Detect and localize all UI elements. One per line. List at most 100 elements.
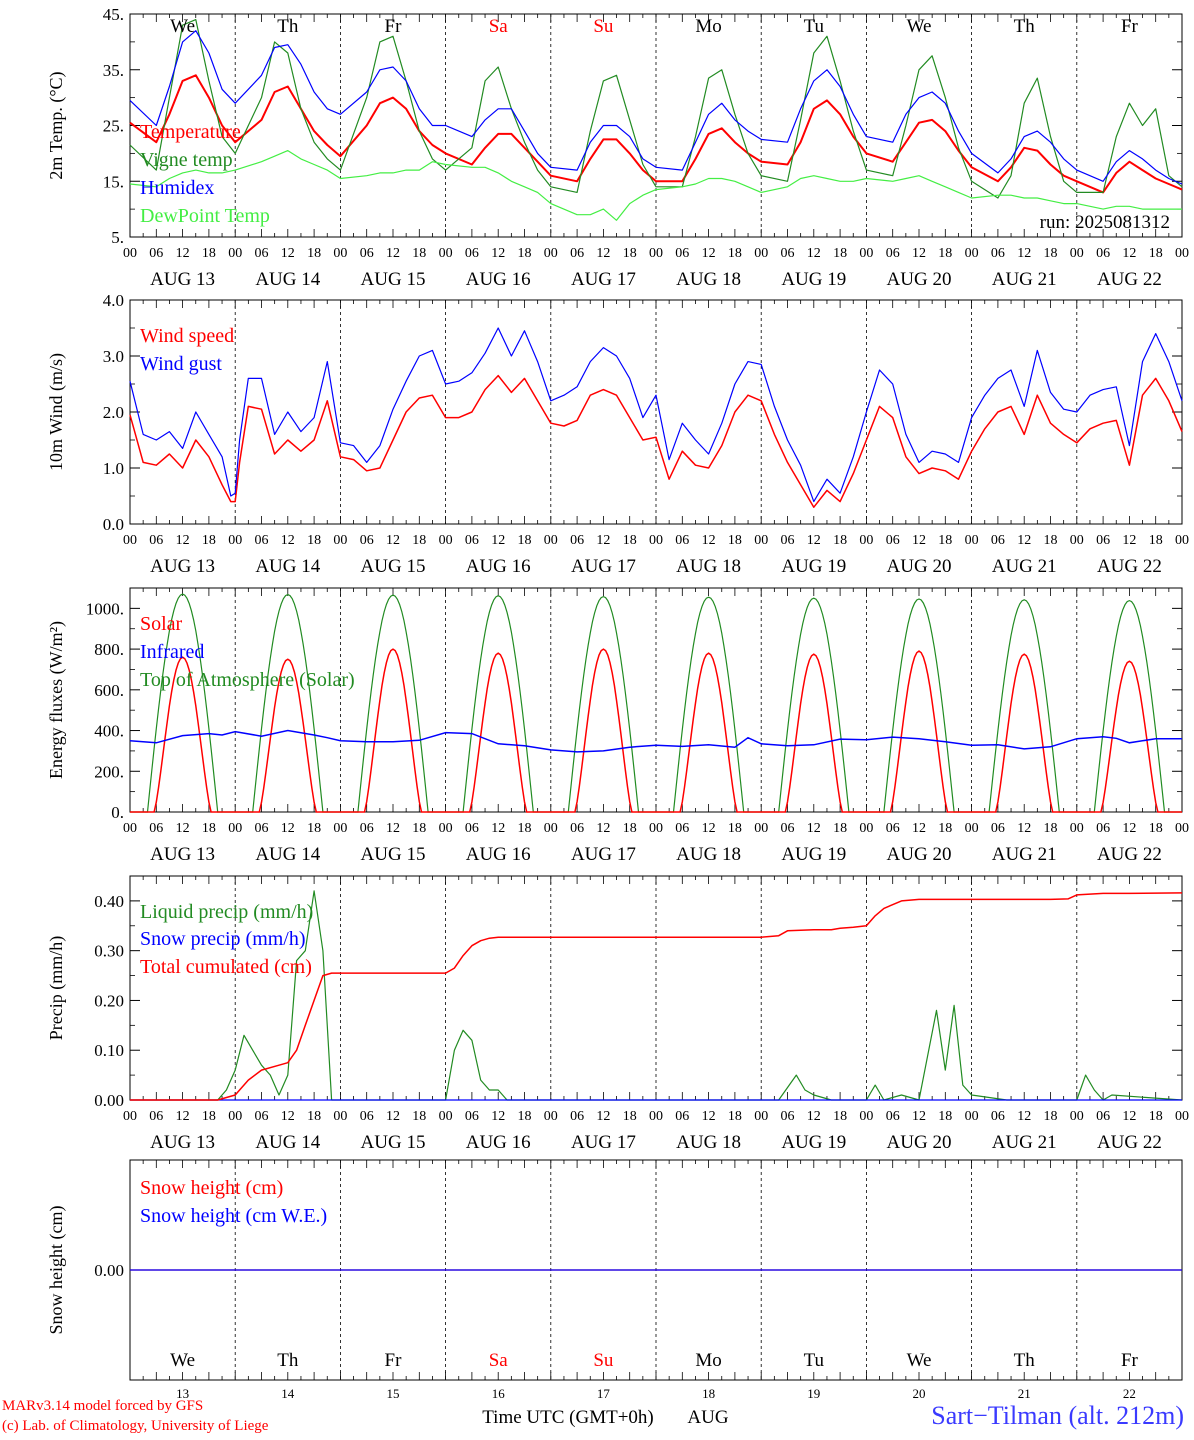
panel-1 bbox=[129, 13, 1183, 238]
hour-tick-label: 06 bbox=[675, 1109, 689, 1124]
month-label: AUG bbox=[687, 1407, 728, 1428]
y-tick-label: 5. bbox=[111, 228, 124, 247]
y-tick-label: 2.0 bbox=[103, 403, 124, 422]
hour-tick-label: 06 bbox=[465, 533, 479, 548]
date-label: AUG 14 bbox=[255, 556, 320, 577]
series-line-dewpoint-temp bbox=[129, 150, 1182, 221]
hour-tick-label: 00 bbox=[754, 246, 768, 261]
y-tick-label: 0.00 bbox=[94, 1091, 124, 1110]
hour-tick-label: 00 bbox=[965, 821, 979, 836]
hour-tick-label: 12 bbox=[702, 821, 716, 836]
run-label: run: 2025081312 bbox=[1040, 212, 1170, 233]
series-line-infrared bbox=[129, 729, 1182, 753]
hour-tick-label: 06 bbox=[1096, 246, 1110, 261]
hour-tick-label: 12 bbox=[1017, 533, 1031, 548]
hour-tick-label: 12 bbox=[1122, 821, 1136, 836]
date-label: AUG 13 bbox=[150, 1132, 215, 1153]
date-label: AUG 20 bbox=[887, 556, 952, 577]
date-label: AUG 17 bbox=[571, 1132, 636, 1153]
hour-tick-label: 18 bbox=[728, 1109, 742, 1124]
day-number: 19 bbox=[807, 1386, 820, 1401]
y-axis-title: 10m Wind (m/s) bbox=[46, 353, 67, 471]
legend-entry: Liquid precip (mm/h) bbox=[140, 901, 313, 923]
hour-tick-label: 00 bbox=[228, 1109, 242, 1124]
hour-tick-label: 18 bbox=[202, 1109, 216, 1124]
day-name: Fr bbox=[1121, 1350, 1139, 1371]
legend-entry: DewPoint Temp bbox=[140, 205, 270, 227]
hour-tick-label: 18 bbox=[938, 1109, 952, 1124]
hour-tick-label: 00 bbox=[123, 821, 137, 836]
hour-tick-label: 00 bbox=[228, 246, 242, 261]
day-number: 22 bbox=[1123, 1386, 1136, 1401]
series-line-solar bbox=[130, 648, 1182, 813]
hour-tick-label: 18 bbox=[623, 1109, 637, 1124]
legend-entry: Snow height (cm W.E.) bbox=[140, 1205, 327, 1227]
hour-tick-label: 18 bbox=[1149, 246, 1163, 261]
legend-entry: Wind gust bbox=[140, 353, 222, 375]
hour-tick-label: 12 bbox=[491, 533, 505, 548]
hour-tick-label: 00 bbox=[754, 821, 768, 836]
panel-2 bbox=[129, 299, 1183, 525]
hour-tick-label: 00 bbox=[228, 821, 242, 836]
hour-tick-label: 12 bbox=[281, 821, 295, 836]
hour-tick-label: 06 bbox=[886, 246, 900, 261]
hour-tick-label: 06 bbox=[255, 533, 269, 548]
hour-tick-label: 00 bbox=[333, 1109, 347, 1124]
date-label: AUG 18 bbox=[676, 269, 741, 290]
date-label: AUG 14 bbox=[255, 269, 320, 290]
hour-tick-label: 12 bbox=[176, 533, 190, 548]
hour-tick-label: 18 bbox=[623, 246, 637, 261]
panel-4 bbox=[129, 875, 1183, 1101]
y-tick-label: 800. bbox=[94, 640, 124, 659]
hour-tick-label: 12 bbox=[281, 1109, 295, 1124]
hour-tick-label: 06 bbox=[1096, 821, 1110, 836]
y-tick-label: 0.40 bbox=[94, 892, 124, 911]
hour-tick-label: 00 bbox=[439, 821, 453, 836]
y-tick-label: 1.0 bbox=[103, 459, 124, 478]
hour-tick-label: 00 bbox=[1175, 1109, 1189, 1124]
hour-tick-label: 06 bbox=[149, 821, 163, 836]
hour-tick-label: 18 bbox=[728, 533, 742, 548]
hour-tick-label: 00 bbox=[965, 533, 979, 548]
hour-tick-label: 12 bbox=[386, 821, 400, 836]
hour-tick-label: 06 bbox=[360, 246, 374, 261]
day-name: Su bbox=[593, 16, 614, 37]
legend-entry: Temperature bbox=[140, 121, 241, 143]
hour-tick-label: 06 bbox=[570, 821, 584, 836]
hour-tick-label: 00 bbox=[965, 246, 979, 261]
day-name: Fr bbox=[385, 1350, 403, 1371]
hour-tick-label: 12 bbox=[702, 1109, 716, 1124]
day-number: 15 bbox=[387, 1386, 400, 1401]
hour-tick-label: 18 bbox=[202, 246, 216, 261]
date-label: AUG 16 bbox=[466, 1132, 531, 1153]
hour-tick-label: 00 bbox=[754, 533, 768, 548]
hour-tick-label: 18 bbox=[412, 821, 426, 836]
hour-tick-label: 12 bbox=[596, 821, 610, 836]
hour-tick-label: 00 bbox=[439, 533, 453, 548]
y-tick-label: 0.10 bbox=[94, 1041, 124, 1060]
legend-entry: Snow height (cm) bbox=[140, 1177, 283, 1199]
hour-tick-label: 06 bbox=[991, 246, 1005, 261]
date-label: AUG 16 bbox=[466, 556, 531, 577]
series-line-wind-speed bbox=[129, 374, 1183, 508]
y-tick-label: 25. bbox=[103, 117, 124, 136]
hour-tick-label: 00 bbox=[1175, 821, 1189, 836]
day-number: 16 bbox=[492, 1386, 506, 1401]
date-label: AUG 19 bbox=[781, 269, 846, 290]
hour-tick-label: 18 bbox=[728, 246, 742, 261]
hour-tick-label: 06 bbox=[886, 533, 900, 548]
date-label: AUG 19 bbox=[781, 1132, 846, 1153]
hour-tick-label: 18 bbox=[1044, 246, 1058, 261]
date-label: AUG 16 bbox=[466, 844, 531, 865]
date-label: AUG 19 bbox=[781, 556, 846, 577]
y-tick-label: 1000. bbox=[86, 599, 124, 618]
hour-tick-label: 18 bbox=[1149, 1109, 1163, 1124]
legend-entry: Total cumulated (cm) bbox=[140, 956, 312, 978]
day-name: Th bbox=[1014, 1350, 1036, 1371]
date-label: AUG 15 bbox=[361, 269, 426, 290]
hour-tick-label: 06 bbox=[149, 246, 163, 261]
hour-tick-label: 12 bbox=[1122, 533, 1136, 548]
y-tick-label: 35. bbox=[103, 61, 124, 80]
day-number: 17 bbox=[597, 1386, 611, 1401]
day-name: We bbox=[907, 16, 932, 37]
